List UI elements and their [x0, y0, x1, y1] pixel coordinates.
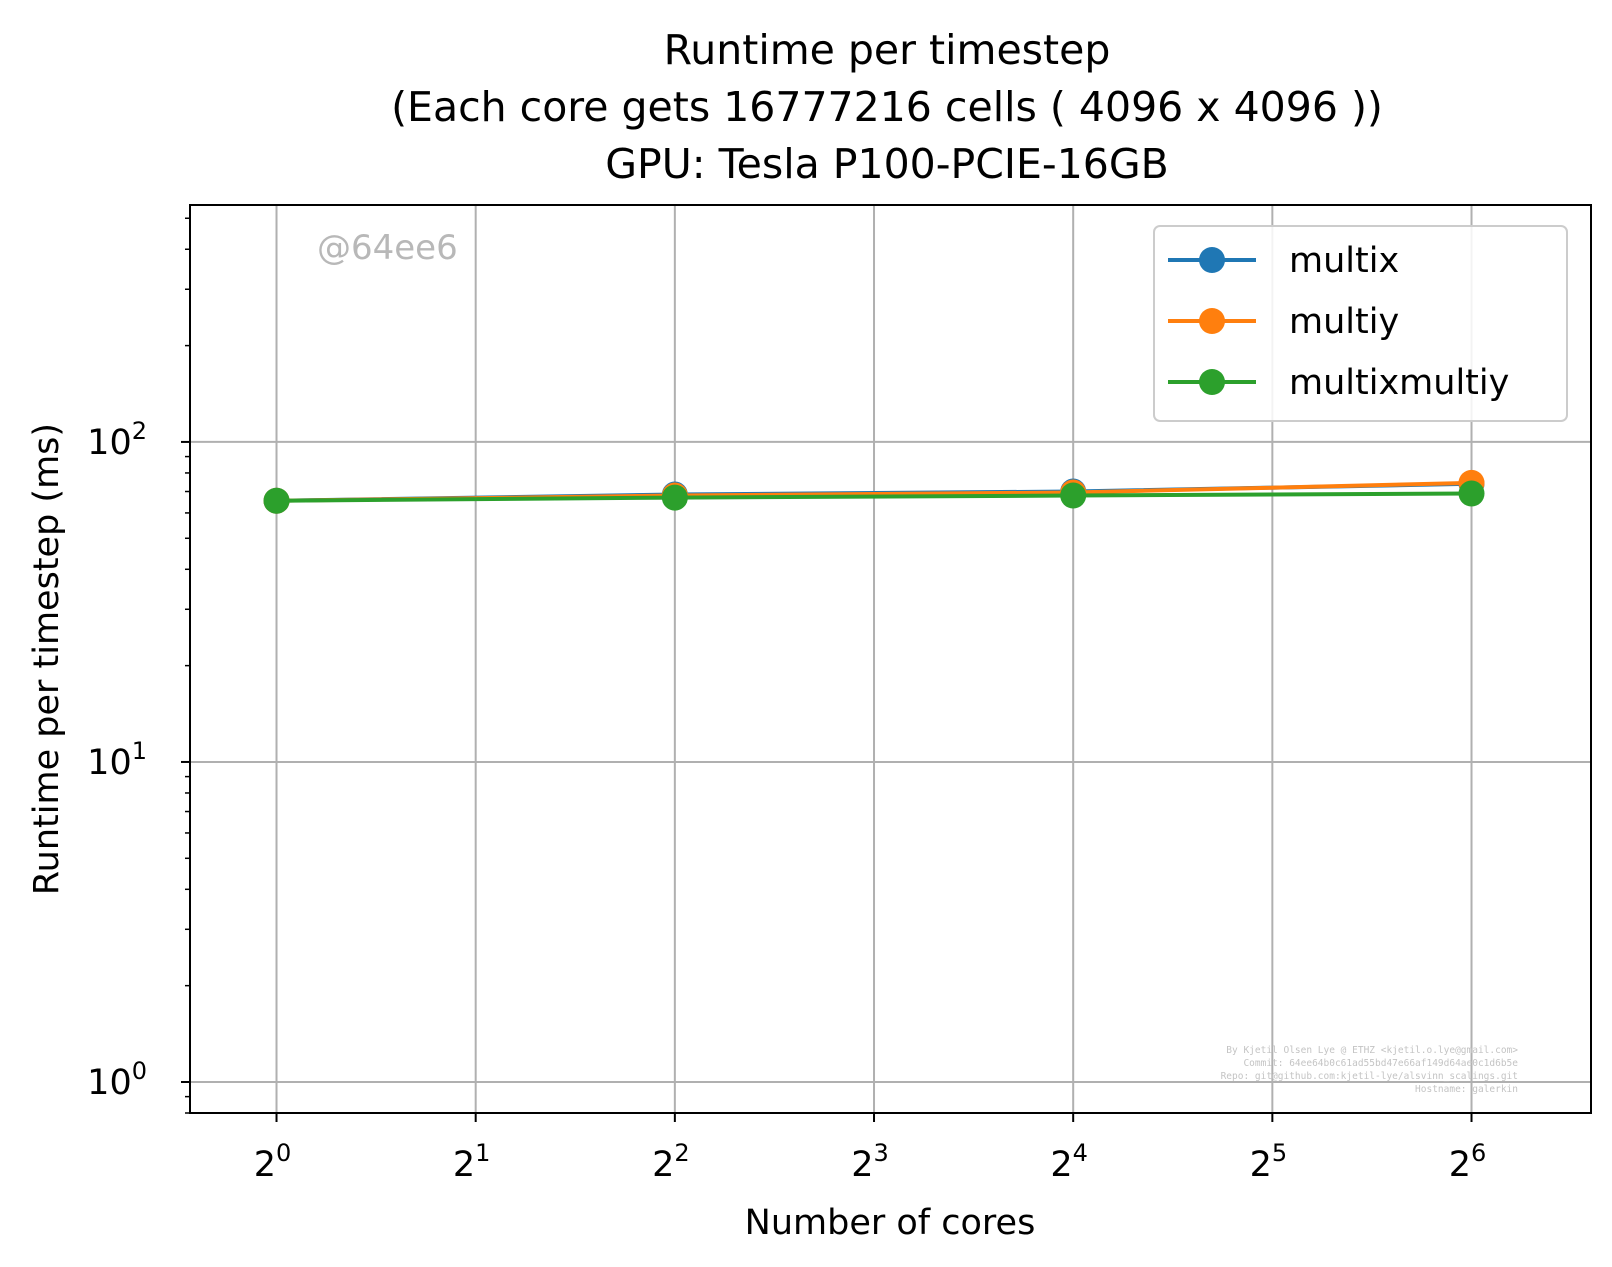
legend: multix multiy multixmultiy	[1153, 225, 1568, 422]
data-point-multixmultiy	[1060, 482, 1087, 509]
x-tick-label: 20	[254, 1139, 292, 1185]
legend-marker-multiy	[1199, 308, 1225, 334]
data-point-multixmultiy	[1458, 480, 1485, 507]
x-tick-label: 24	[1050, 1139, 1088, 1185]
legend-item-multiy: multiy	[1168, 302, 1399, 342]
data-point-multixmultiy	[263, 487, 290, 514]
footer-line-3: Repo: git@github.com:kjetil-lye/alsvinn_…	[1221, 1071, 1518, 1082]
y-tick-label: 101	[87, 737, 147, 783]
legend-item-multixmultiy: multixmultiy	[1168, 363, 1509, 403]
y-tick-label: 100	[87, 1057, 147, 1103]
attribution-footer: By Kjetil Olsen Lye @ ETHZ <kjetil.o.lye…	[1221, 1045, 1519, 1095]
y-axis: 100 101 102	[87, 417, 190, 1103]
x-tick-label: 26	[1449, 1139, 1487, 1185]
footer-line-1: By Kjetil Olsen Lye @ ETHZ <kjetil.o.lye…	[1226, 1045, 1518, 1056]
legend-marker-multix	[1199, 247, 1225, 273]
y-tick-label: 102	[87, 417, 147, 463]
x-axis-label: Number of cores	[745, 1203, 1036, 1243]
title-line-3: GPU: Tesla P100-PCIE-16GB	[605, 140, 1169, 188]
x-tick-label: 23	[851, 1139, 889, 1185]
x-tick-label: 22	[652, 1139, 690, 1185]
title-line-1: Runtime per timestep	[664, 26, 1111, 74]
commit-watermark: @64ee6	[317, 228, 458, 268]
series-lines	[263, 469, 1485, 514]
legend-label-multiy: multiy	[1289, 302, 1399, 342]
legend-label-multix: multix	[1289, 241, 1399, 281]
legend-item-multix: multix	[1168, 241, 1399, 281]
x-tick-label: 25	[1250, 1139, 1288, 1185]
grid-lines	[190, 205, 1591, 1113]
legend-marker-multixmultiy	[1199, 369, 1225, 395]
x-axis: 20 21 22 23 24 25 26	[254, 1113, 1487, 1185]
legend-box	[1153, 225, 1568, 422]
y-axis-label: Runtime per timestep (ms)	[27, 423, 67, 895]
data-point-multixmultiy	[661, 484, 688, 511]
chart-title: Runtime per timestep (Each core gets 167…	[391, 26, 1383, 188]
legend-label-multixmultiy: multixmultiy	[1289, 363, 1509, 403]
footer-line-4: Hostname: galerkin	[1415, 1084, 1518, 1095]
title-line-2: (Each core gets 16777216 cells ( 4096 x …	[391, 83, 1383, 131]
footer-line-2: Commit: 64ee64b0c61ad55bd47e66af149d64ae…	[1243, 1058, 1518, 1069]
x-tick-label: 21	[453, 1139, 491, 1185]
series-line-multixmultiy	[276, 491, 1472, 503]
plot-frame	[189, 204, 1592, 1114]
